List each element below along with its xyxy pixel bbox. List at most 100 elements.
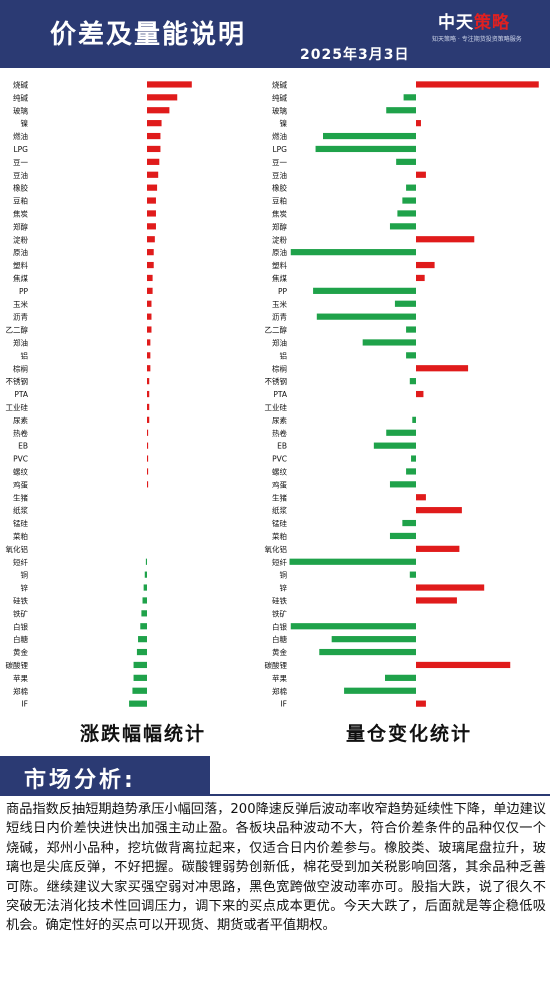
right-bar (416, 120, 421, 127)
left-bar (147, 300, 152, 307)
left-category-label: 塑料 (13, 260, 28, 270)
right-bar (396, 158, 416, 165)
left-category-label: IF (21, 700, 28, 709)
left-category-label: 纯碱 (13, 92, 28, 102)
left-bar (129, 700, 147, 707)
right-category-label: PP (278, 287, 288, 296)
left-category-label: 铝 (21, 350, 29, 360)
page-title: 价差及量能说明 (50, 20, 247, 50)
right-bar (416, 171, 426, 178)
left-category-label: 锰硅 (13, 518, 28, 528)
left-category-label: 豆油 (13, 170, 28, 180)
left-bar (147, 171, 159, 178)
left-bar (147, 416, 150, 423)
right-bar (416, 81, 539, 88)
right-bar (416, 390, 424, 398)
left-bar (147, 455, 149, 462)
left-bar (136, 648, 147, 656)
right-category-label: 豆油 (272, 170, 287, 180)
left-category-label: 氧化铝 (6, 544, 29, 554)
left-category-label: 乙二醇 (6, 325, 29, 335)
left-category-label: 玉米 (13, 299, 28, 309)
right-bar (411, 455, 416, 462)
left-category-label: 郑棉 (13, 686, 28, 696)
right-bar (416, 261, 435, 269)
right-category-label: 郑棉 (272, 686, 287, 696)
left-category-label: 原油 (13, 247, 28, 257)
left-bar (147, 326, 152, 333)
left-bar (147, 274, 153, 282)
right-category-label: 铜 (280, 570, 288, 580)
right-category-label: 焦炭 (272, 208, 287, 218)
left-bar (132, 687, 147, 694)
right-category-label: 豆粕 (272, 196, 287, 206)
right-category-label: 燃油 (272, 131, 287, 141)
right-category-label: 郑醇 (272, 221, 287, 231)
left-bar (147, 223, 156, 230)
left-category-label: 白糖 (13, 634, 28, 644)
left-category-label: 生猪 (13, 492, 28, 502)
right-category-label: PVC (272, 455, 287, 464)
right-category-label: 橡胶 (272, 183, 287, 193)
left-bar (147, 236, 155, 243)
right-bar (385, 674, 416, 681)
right-bar (289, 558, 416, 565)
right-bar (406, 184, 416, 191)
left-bar (147, 158, 160, 165)
left-bar (147, 481, 149, 488)
right-bar (403, 94, 416, 101)
right-bar (397, 210, 416, 217)
left-category-label: 尿素 (13, 415, 28, 425)
left-category-label: 硅铁 (13, 595, 28, 605)
left-category-label: 碳酸锂 (6, 660, 29, 670)
right-category-label: 锌 (280, 583, 288, 593)
left-category-label: 焦煤 (13, 273, 28, 283)
right-category-label: 沥青 (272, 312, 287, 322)
right-bar (394, 300, 416, 307)
left-category-label: 短纤 (13, 557, 28, 567)
left-category-label: 沥青 (13, 312, 28, 322)
left-bar (147, 120, 162, 127)
right-bar (362, 339, 416, 346)
left-bar (142, 597, 147, 604)
left-bar (147, 352, 151, 359)
logo-text-prefix: 中天 (438, 13, 474, 33)
right-category-label: 锰硅 (272, 518, 287, 528)
left-category-label: 郑油 (13, 337, 28, 347)
right-category-label: 生猪 (272, 492, 287, 502)
left-category-label: 白银 (13, 621, 28, 631)
left-bar (147, 261, 154, 269)
left-bar (147, 313, 152, 320)
left-bar (144, 571, 147, 578)
left-category-label: 豆粕 (13, 196, 28, 206)
left-category-label: EB (18, 442, 28, 451)
right-category-label: 棕榈 (272, 363, 287, 373)
right-category-label: 白银 (272, 621, 287, 631)
left-bar (147, 468, 149, 475)
right-category-label: 玻璃 (272, 105, 287, 115)
right-bar (316, 313, 416, 320)
right-bar (323, 132, 416, 140)
left-bar (133, 674, 147, 681)
header-banner: 价差及量能说明 2025年3月3日 中天策略 知天策略 · 专注期货投资策略服务 (0, 0, 550, 68)
right-bar (344, 687, 416, 694)
right-category-label: 淀粉 (272, 234, 287, 244)
left-category-label: 螺纹 (13, 466, 28, 476)
right-category-label: 原油 (272, 247, 287, 257)
left-category-label: 淀粉 (13, 234, 28, 244)
brand-logo: 中天策略 知天策略 · 专注期货投资策略服务 (432, 8, 540, 48)
logo-subtext: 知天策略 · 专注期货投资策略服务 (432, 36, 522, 43)
left-category-label: 鸡蛋 (13, 479, 28, 489)
right-category-label: 苹果 (272, 673, 287, 683)
left-category-label: 热卷 (13, 428, 28, 438)
left-bar (147, 287, 153, 294)
left-bar (133, 661, 147, 669)
right-category-label: 氧化铝 (265, 544, 288, 554)
logo-text-accent: 策略 (474, 13, 510, 33)
section-divider (0, 794, 550, 796)
right-bar (409, 378, 416, 385)
right-category-label: IF (280, 700, 287, 709)
right-bar (416, 584, 485, 591)
right-category-label: 焦煤 (272, 273, 287, 283)
left-bar (147, 210, 156, 217)
